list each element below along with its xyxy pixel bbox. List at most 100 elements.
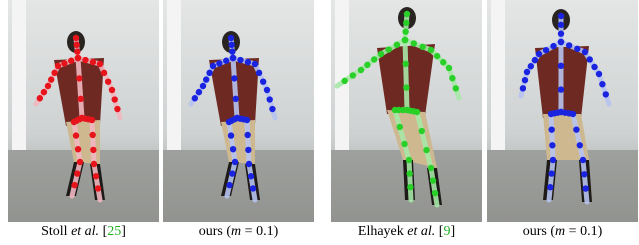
skeleton-bone: [551, 114, 553, 160]
caption-text: m: [231, 224, 241, 239]
skeleton-joint: [432, 190, 438, 196]
skeleton-joint: [55, 63, 61, 69]
skeleton-joint: [558, 86, 564, 92]
skeleton-joint: [45, 83, 51, 89]
caption: Stoll et al. [25]: [4, 224, 164, 240]
skeleton-joint: [591, 64, 597, 70]
skeleton-joint: [245, 59, 251, 65]
skeleton-joint: [73, 35, 79, 41]
skeleton-joint: [566, 42, 572, 48]
skeleton-joint: [246, 161, 252, 167]
skeleton-joint: [402, 61, 408, 67]
skeleton-bone: [247, 120, 249, 164]
skeleton-joint: [114, 106, 120, 112]
skeleton-joint: [378, 51, 384, 57]
pillar: [167, 0, 181, 150]
skeleton-joint: [414, 109, 420, 115]
skeleton-joint: [89, 117, 95, 123]
skeleton-joint: [95, 185, 101, 191]
skeleton-joint: [71, 182, 77, 188]
skeleton-joint: [264, 87, 270, 93]
skeleton-joint: [73, 132, 79, 138]
skeleton-joint: [112, 96, 118, 102]
caption-text: ]: [450, 224, 455, 239]
pillar: [12, 0, 26, 150]
skeleton-joint: [558, 13, 564, 19]
skeleton-joint: [200, 83, 206, 89]
skeleton-joint: [228, 42, 234, 48]
skeleton-joint: [401, 141, 407, 147]
skeleton-joint: [428, 47, 434, 53]
skeleton-joint: [392, 107, 398, 113]
skeleton-joint: [358, 67, 364, 73]
skeleton-joint: [228, 35, 234, 41]
skeleton-joint: [210, 63, 216, 69]
skeleton-joint: [520, 85, 526, 91]
skeleton-joint: [558, 30, 564, 36]
skeleton-joint: [101, 70, 107, 76]
skeleton-joint: [71, 119, 77, 125]
skeleton-joint: [48, 76, 54, 82]
skeleton-joint: [250, 185, 256, 191]
skeleton-joint: [203, 76, 209, 82]
skeleton-joint: [226, 119, 232, 125]
skeleton-joint: [231, 75, 237, 81]
caption-text: = 0.1): [241, 224, 278, 239]
skeleton-joint: [548, 111, 554, 117]
skeleton-joint: [75, 55, 81, 61]
skeleton-joint: [78, 96, 84, 102]
photo: [487, 0, 638, 222]
skeleton-joint: [245, 147, 251, 153]
caption-text: Elhayek: [358, 224, 407, 239]
skeleton-joint: [385, 46, 391, 52]
skeleton-joint: [269, 106, 275, 112]
skeleton-joint: [371, 56, 377, 62]
skeleton-joint: [582, 49, 588, 55]
skeleton-bone: [409, 160, 411, 200]
skeleton-joint: [449, 75, 455, 81]
caption-text: ours (: [199, 224, 231, 239]
skeleton-joint: [256, 70, 262, 76]
skeleton-joint: [587, 56, 593, 62]
skeleton-joint: [109, 87, 115, 93]
skeleton-joint: [528, 63, 534, 69]
skeleton-joint: [230, 146, 236, 152]
caption-text: et al.: [407, 224, 435, 239]
skeleton-joint: [570, 111, 576, 117]
skeleton-joint: [524, 69, 530, 75]
skeleton-joint: [428, 165, 434, 171]
skeleton-joint: [89, 132, 95, 138]
skeleton-joint: [603, 91, 609, 97]
skeleton-joint: [440, 59, 446, 65]
skeleton-joint: [229, 170, 235, 176]
skeleton-joint: [532, 57, 538, 63]
skeleton-joint: [74, 170, 80, 176]
skeleton-joint: [419, 128, 425, 134]
skeleton-joint: [558, 39, 564, 45]
caption-text: m: [555, 224, 565, 239]
skeleton-joint: [237, 57, 243, 63]
skeleton-joint: [90, 147, 96, 153]
caption: ours (m = 0.1): [483, 224, 639, 240]
skeleton-joint: [394, 42, 400, 48]
skeleton-joint: [233, 96, 239, 102]
skeleton-joint: [244, 117, 250, 123]
caption-text: ours (: [523, 224, 555, 239]
skeleton-joint: [260, 78, 266, 84]
skeleton-joint: [229, 48, 235, 54]
skeleton-joint: [446, 65, 452, 71]
pillar: [491, 0, 505, 150]
skeleton-joint: [403, 84, 409, 90]
skeleton-joint: [577, 142, 583, 148]
skeleton-joint: [406, 157, 412, 163]
skeleton-joint: [404, 11, 410, 17]
skeleton-joint: [97, 61, 103, 67]
figure-images: [0, 0, 639, 222]
skeleton-joint: [41, 89, 47, 95]
skeleton-joint: [430, 177, 436, 183]
skeleton-joint: [105, 78, 111, 84]
skeleton-joint: [411, 40, 417, 46]
skeleton-joint: [51, 70, 57, 76]
skeleton-joint: [232, 159, 238, 165]
skeleton-joint: [406, 170, 412, 176]
